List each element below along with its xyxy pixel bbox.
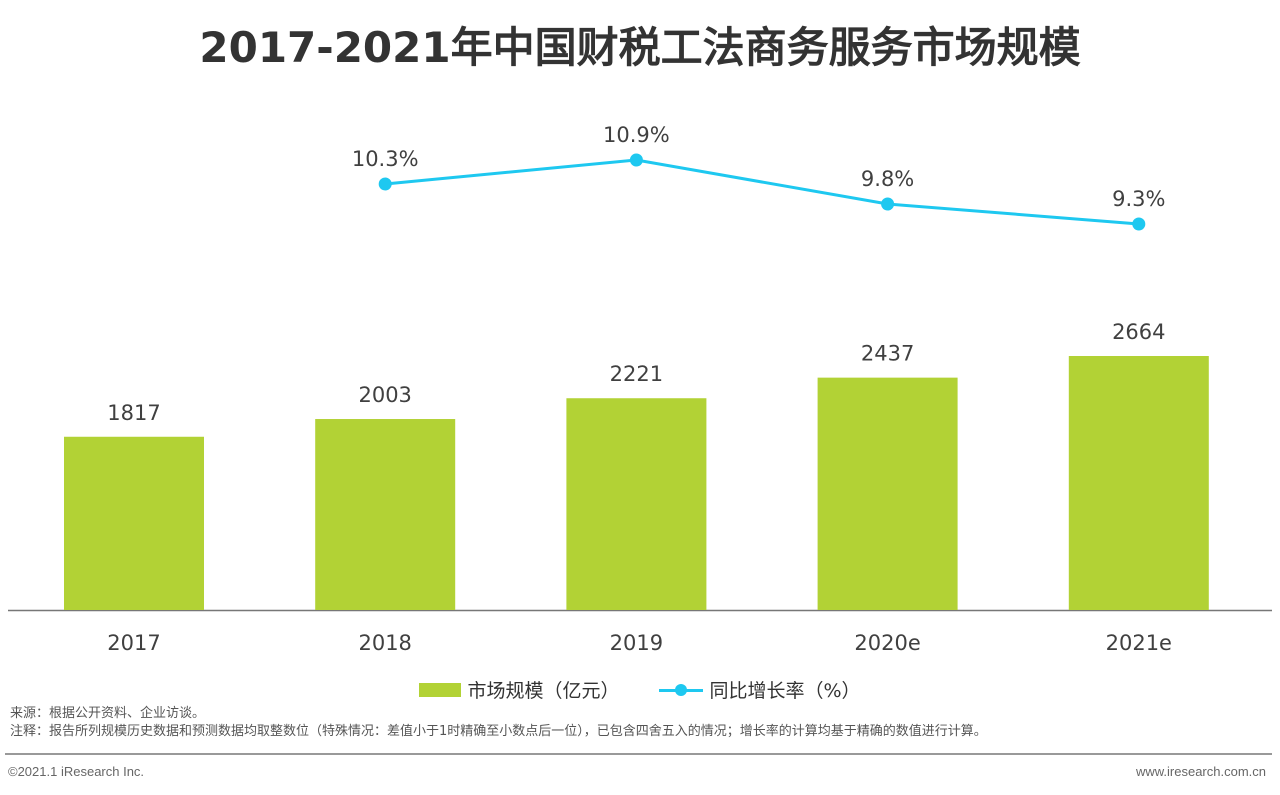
x-tick-label: 2021e	[1106, 631, 1172, 655]
legend-swatch-bar	[419, 682, 462, 697]
bar-value-label: 2664	[1112, 320, 1165, 344]
bar-value-label: 2003	[358, 383, 411, 407]
legend-item-bar: 市场规模（亿元）	[419, 676, 619, 703]
x-tick-label: 2017	[107, 631, 160, 655]
growth-point	[881, 197, 895, 211]
growth-point	[378, 177, 392, 191]
bar-value-label: 2221	[610, 362, 663, 386]
x-tick-label: 2020e	[854, 631, 920, 655]
bar-value-label: 1817	[107, 401, 160, 425]
x-tick-label: 2019	[610, 631, 663, 655]
divider	[5, 753, 1272, 755]
bar	[566, 398, 707, 610]
growth-value-label: 9.8%	[861, 167, 914, 191]
legend-swatch-line	[659, 680, 704, 700]
growth-value-label: 10.3%	[352, 147, 419, 171]
bar	[315, 419, 456, 610]
legend-label: 市场规模（亿元）	[467, 680, 620, 702]
growth-value-label: 10.9%	[603, 123, 670, 147]
bar	[1068, 356, 1209, 610]
growth-line	[385, 158, 1139, 226]
footnotes: 来源：根据公开资料、企业访谈。 注释：报告所列规模历史数据和预测数据均取整数位（…	[10, 705, 987, 741]
copyright: ©2021.1 iResearch Inc.	[8, 764, 145, 779]
legend: 市场规模（亿元） 同比增长率（%）	[0, 676, 1280, 703]
bar	[64, 436, 204, 610]
website-link[interactable]: www.iresearch.com.cn	[1135, 764, 1266, 779]
growth-point	[629, 153, 643, 167]
chart: 1817 2017 2003 2018 2221 2019 2437 2020e 2664 202…	[8, 123, 1272, 655]
bar-value-label: 2437	[861, 342, 914, 366]
legend-item-line: 同比增长率（%）	[659, 676, 861, 703]
remark-note: 注释：报告所列规模历史数据和预测数据均取整数位（特殊情况：差值小于1时精确至小数…	[10, 724, 987, 739]
source-note: 来源：根据公开资料、企业访谈。	[10, 706, 206, 721]
chart-title: 2017-2021年中国财税工法商务服务市场规模	[199, 23, 1081, 72]
x-tick-label: 2018	[358, 631, 411, 655]
legend-label: 同比增长率（%）	[709, 680, 861, 702]
growth-value-label: 9.3%	[1112, 187, 1165, 211]
growth-point	[1132, 217, 1146, 231]
bar	[817, 377, 958, 610]
